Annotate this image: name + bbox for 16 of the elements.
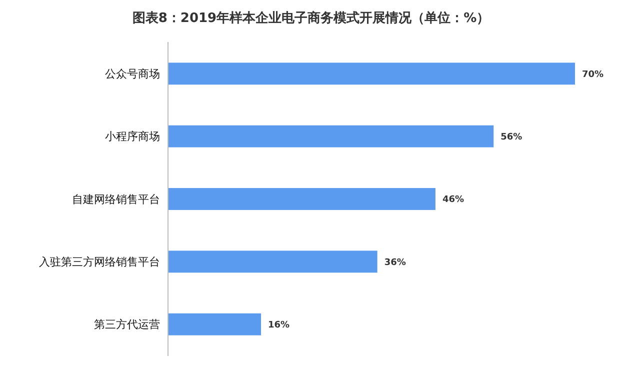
bar <box>168 62 575 85</box>
chart-title: 图表8：2019年样本企业电子商务模式开展情况（单位：%） <box>132 10 490 26</box>
y-tick-label: 自建网络销售平台 <box>72 192 160 206</box>
y-tick-label: 公众号商场 <box>105 68 160 80</box>
data-label: 16% <box>268 320 290 330</box>
data-label: 46% <box>442 195 464 206</box>
y-tick-label: 入驻第三方网络销售平台 <box>39 256 160 269</box>
bar <box>168 313 262 336</box>
data-label: 56% <box>500 132 522 142</box>
data-label: 36% <box>384 258 406 268</box>
y-tick-label: 第三方代运营 <box>94 318 160 332</box>
bar <box>168 125 494 148</box>
bar <box>168 188 436 210</box>
y-tick-label: 小程序商场 <box>105 130 160 144</box>
bar <box>168 250 378 273</box>
data-label: 70% <box>582 70 604 80</box>
